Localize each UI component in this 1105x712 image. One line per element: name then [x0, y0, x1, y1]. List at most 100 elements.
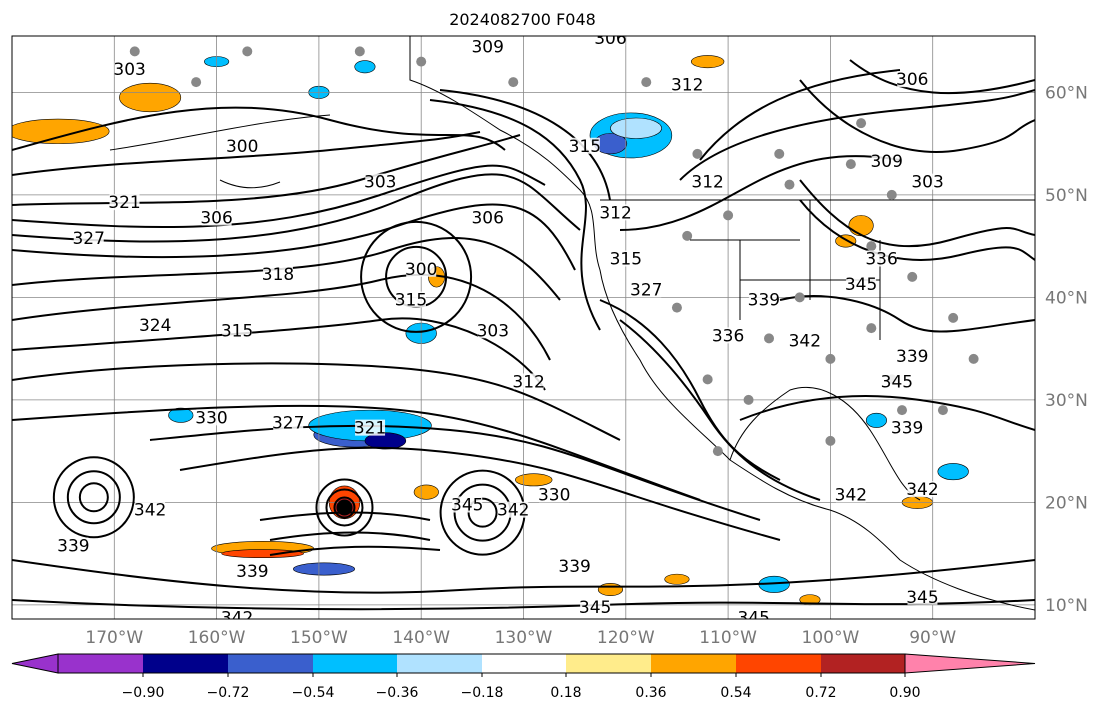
contour-label: 336	[865, 250, 897, 270]
station-markers	[129, 46, 979, 457]
contour-line	[149, 424, 761, 521]
contour-label: 303	[477, 321, 509, 341]
shading-patch	[690, 55, 725, 69]
colorbar-segment	[397, 654, 482, 673]
station-marker	[682, 230, 693, 241]
lon-tick-label: 110°W	[699, 628, 757, 648]
contour-ring	[78, 482, 109, 513]
shading-patch	[12, 118, 110, 144]
colorbar-tick-label: 0.18	[550, 685, 581, 701]
contour-label: 318	[262, 265, 294, 285]
shading-patch	[221, 549, 304, 559]
contour-line	[12, 559, 1035, 594]
contour-line	[699, 69, 901, 161]
shading-patch	[515, 473, 553, 487]
lat-tick-label: 40°N	[1045, 288, 1088, 308]
station-marker	[825, 435, 836, 446]
colorbar-tick-label: 0.90	[889, 685, 920, 701]
coastline	[109, 114, 331, 151]
contour-label: 345	[579, 598, 611, 618]
station-marker	[508, 77, 519, 88]
contour-label: 303	[911, 173, 943, 193]
station-marker	[774, 148, 785, 159]
colorbar-tick-label: −0.72	[207, 685, 250, 701]
shading-patch	[293, 562, 356, 576]
contour-line	[12, 404, 701, 501]
shading-patch	[119, 82, 182, 113]
station-marker	[897, 405, 908, 416]
contour-line	[12, 134, 521, 206]
station-marker	[886, 189, 897, 200]
contour-line	[799, 79, 1035, 153]
station-marker	[866, 323, 877, 334]
contour-label: 321	[354, 419, 386, 439]
contour-line	[779, 295, 1035, 333]
contour-label: 303	[113, 60, 145, 80]
contour-label: 306	[594, 29, 626, 49]
contour-line	[429, 99, 601, 331]
lon-tick-label: 170°W	[85, 628, 143, 648]
station-marker	[784, 179, 795, 190]
contour-label: 324	[139, 316, 171, 336]
station-marker	[948, 312, 959, 323]
contour-ring	[333, 496, 356, 519]
lon-tick-label: 130°W	[495, 628, 553, 648]
colorbar-segment	[651, 654, 736, 673]
lon-tick-label: 90°W	[909, 628, 956, 648]
contour-label: 330	[538, 485, 570, 505]
shading-patch	[848, 215, 874, 237]
colorbar-tick-label: −0.18	[461, 685, 504, 701]
station-marker	[743, 394, 754, 405]
colorbar-extend-low	[11, 653, 59, 674]
contour-label: 342	[221, 608, 253, 628]
station-marker	[702, 374, 713, 385]
contour-label: 309	[870, 152, 902, 172]
station-marker	[712, 446, 723, 457]
map-title: 2024082700 F048	[449, 10, 596, 29]
contour-label: 336	[712, 326, 744, 346]
colorbar-tick-label: −0.36	[376, 685, 419, 701]
colorbar-segment	[736, 654, 821, 673]
colorbar-segment	[143, 654, 228, 673]
contour-label: 312	[512, 373, 544, 393]
colorbar-segment	[58, 654, 143, 673]
contour-label: 315	[610, 250, 642, 270]
contour-label: 306	[200, 209, 232, 229]
station-marker	[866, 241, 877, 252]
colorbar: −0.90 −0.72 −0.54 −0.36 −0.18 0.18 0.36 0.54 0.7…	[11, 653, 1036, 701]
lon-tick-label: 140°W	[392, 628, 450, 648]
station-marker	[968, 353, 979, 364]
contour-line	[12, 203, 576, 271]
contour-label: 306	[471, 209, 503, 229]
contour-line	[12, 237, 561, 301]
contour-label: 342	[134, 501, 166, 521]
coastlines	[109, 36, 1035, 611]
colorbar-segment	[482, 654, 566, 673]
contour-label: 345	[906, 588, 938, 608]
shading-patch	[664, 573, 690, 585]
coastline	[409, 36, 1035, 611]
contour-label: 339	[57, 537, 89, 557]
shading-patch	[835, 234, 857, 248]
station-marker	[416, 56, 427, 67]
contour-label: 300	[405, 260, 437, 280]
contour-line	[739, 395, 1035, 431]
contour-line	[12, 362, 621, 441]
coastline	[729, 386, 921, 501]
contour-line	[12, 164, 546, 229]
contour-ring	[467, 497, 498, 528]
station-marker	[191, 77, 202, 88]
theta-contours	[12, 59, 1035, 611]
station-marker	[692, 148, 703, 159]
contour-label: 312	[691, 173, 723, 193]
lat-tick-label: 30°N	[1045, 391, 1088, 411]
colorbar-segment	[313, 654, 397, 673]
colorbar-tick-label: −0.54	[292, 685, 335, 701]
contour-line	[799, 179, 1035, 248]
contour-label: 345	[845, 275, 877, 295]
station-marker	[764, 333, 775, 344]
contour-line	[12, 173, 581, 243]
station-marker	[671, 302, 682, 313]
contour-ring	[52, 456, 135, 539]
